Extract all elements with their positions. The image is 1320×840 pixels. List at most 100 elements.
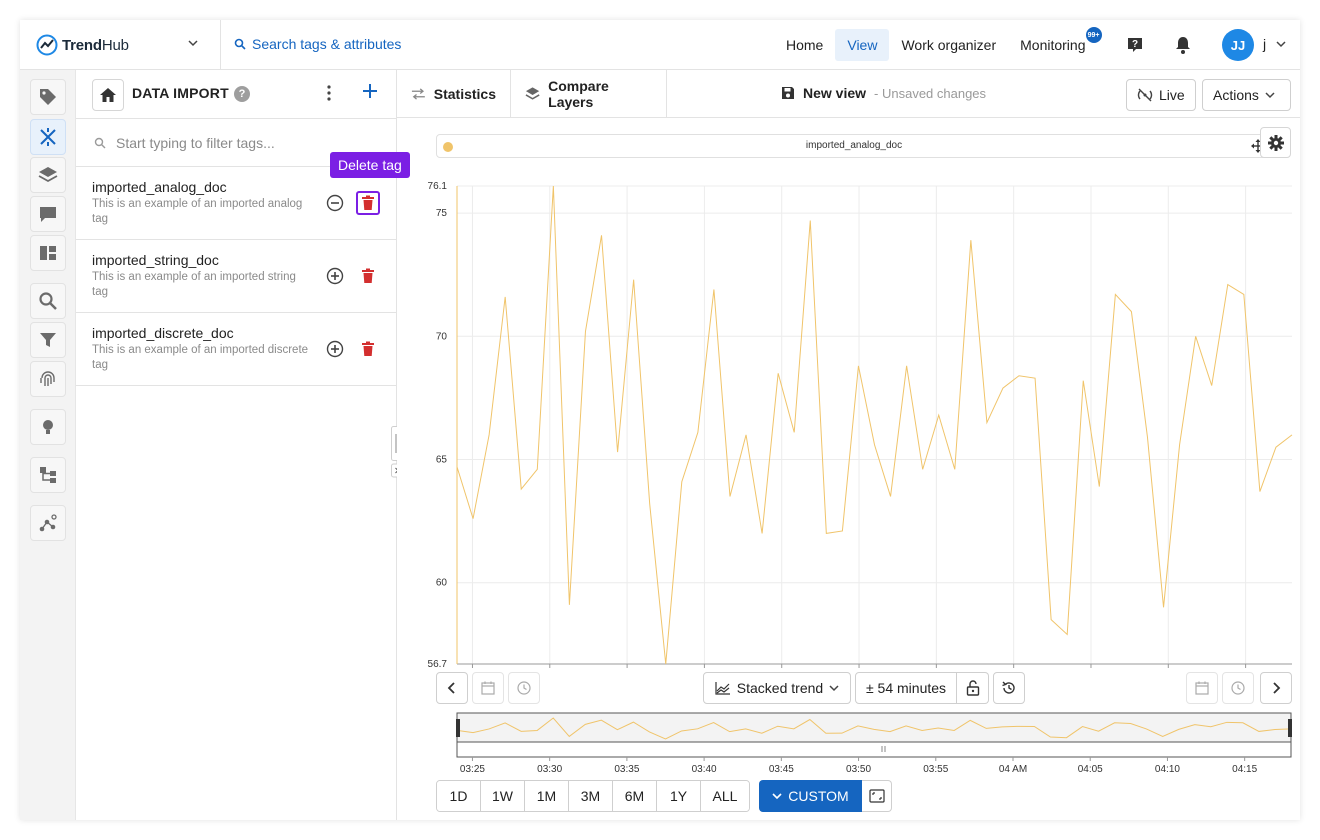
rail-dashboards-button[interactable] bbox=[30, 235, 66, 271]
home-button[interactable] bbox=[92, 79, 124, 111]
rail-tags-button[interactable] bbox=[30, 79, 66, 115]
trash-icon bbox=[362, 268, 374, 283]
delete-tag-button[interactable] bbox=[356, 264, 380, 288]
remove-from-view-icon[interactable] bbox=[326, 194, 344, 212]
custom-range-button[interactable]: CUSTOM bbox=[759, 780, 862, 812]
y-tick-label: 75 bbox=[436, 208, 448, 219]
rail-fingerprint-button[interactable] bbox=[30, 361, 66, 397]
data-point bbox=[1146, 436, 1148, 438]
pan-left-button[interactable] bbox=[436, 672, 468, 704]
add-to-view-icon[interactable] bbox=[326, 267, 344, 285]
search-tags-link[interactable]: Search tags & attributes bbox=[234, 36, 401, 52]
tag-row[interactable]: imported_string_doc This is an example o… bbox=[76, 240, 396, 313]
add-to-view-icon[interactable] bbox=[326, 340, 344, 358]
data-point bbox=[793, 431, 795, 433]
tag-row[interactable]: imported_analog_doc This is an example o… bbox=[76, 167, 396, 240]
lock-window-button[interactable] bbox=[957, 672, 989, 704]
data-point bbox=[504, 296, 506, 298]
y-tick-label: 65 bbox=[436, 454, 448, 465]
data-point bbox=[938, 414, 940, 416]
data-point bbox=[536, 468, 538, 470]
end-time-button[interactable] bbox=[1222, 672, 1254, 704]
data-point bbox=[488, 434, 490, 436]
stacked-trend-icon bbox=[715, 682, 730, 695]
data-point bbox=[857, 365, 859, 367]
app-window: TrendHub Search tags & attributes Home V… bbox=[20, 20, 1300, 820]
tag-name: imported_analog_doc bbox=[92, 179, 227, 195]
help-icon[interactable]: ? bbox=[1125, 35, 1145, 55]
rail-graph-button[interactable] bbox=[30, 505, 66, 541]
range-1m[interactable]: 1M bbox=[525, 781, 569, 811]
add-tag-icon[interactable] bbox=[362, 81, 378, 103]
rail-tools-button[interactable] bbox=[30, 119, 66, 155]
fit-range-button[interactable] bbox=[862, 780, 892, 812]
live-button[interactable]: Live bbox=[1126, 79, 1196, 111]
nav-view[interactable]: View bbox=[835, 29, 890, 61]
chart-legend[interactable]: imported_analog_doc bbox=[436, 134, 1272, 158]
trend-chart[interactable]: 76.17570656056.703:2503:3003:3503:4003:4… bbox=[397, 150, 1300, 670]
data-point bbox=[954, 468, 956, 470]
chart-settings-button[interactable] bbox=[1260, 127, 1291, 158]
rail-hierarchy-button[interactable] bbox=[30, 457, 66, 493]
range-1d[interactable]: 1D bbox=[437, 781, 481, 811]
rail-comments-button[interactable] bbox=[30, 196, 66, 232]
range-all[interactable]: ALL bbox=[701, 781, 749, 811]
user-menu[interactable]: j bbox=[1263, 36, 1286, 52]
tab-compare-layers[interactable]: Compare Layers bbox=[511, 70, 667, 118]
user-avatar[interactable]: JJ bbox=[1222, 29, 1254, 61]
tag-row[interactable]: imported_discrete_doc This is an example… bbox=[76, 313, 396, 386]
range-1y[interactable]: 1Y bbox=[657, 781, 701, 811]
overview-navigator[interactable]: 03:25 03:30 03:35 03:40 03:45 03:50 03:55 04 AM… bbox=[397, 708, 1300, 778]
data-point bbox=[552, 185, 554, 187]
top-bar: TrendHub Search tags & attributes Home V… bbox=[20, 20, 1300, 70]
y-tick-label: 60 bbox=[436, 578, 448, 589]
tab-statistics[interactable]: Statistics bbox=[397, 70, 511, 118]
start-time-button[interactable] bbox=[508, 672, 540, 704]
history-button[interactable] bbox=[993, 672, 1025, 704]
data-point bbox=[1066, 633, 1068, 635]
panel-menu-icon[interactable] bbox=[326, 84, 332, 107]
rail-filter-button[interactable] bbox=[30, 322, 66, 358]
save-icon[interactable] bbox=[781, 86, 795, 100]
panel-help-icon[interactable]: ? bbox=[234, 86, 250, 102]
app-switcher-chevron-icon[interactable] bbox=[188, 36, 198, 51]
range-6m[interactable]: 6M bbox=[613, 781, 657, 811]
rail-insights-button[interactable] bbox=[30, 409, 66, 445]
bell-icon[interactable] bbox=[1173, 35, 1193, 55]
data-point bbox=[1002, 387, 1004, 389]
time-window-field[interactable]: ± 54 minutes bbox=[855, 672, 957, 704]
nav-work-organizer[interactable]: Work organizer bbox=[901, 37, 997, 53]
live-label: Live bbox=[1159, 87, 1185, 103]
brand-rest: Hub bbox=[101, 36, 129, 54]
delete-tag-button[interactable] bbox=[356, 191, 380, 215]
data-point bbox=[1082, 379, 1084, 381]
nav-home[interactable]: Home bbox=[786, 37, 824, 53]
trend-mode-dropdown[interactable]: Stacked trend bbox=[703, 672, 851, 704]
rail-search-button[interactable] bbox=[30, 283, 66, 319]
pan-right-button[interactable] bbox=[1260, 672, 1292, 704]
app-logo[interactable]: TrendHub bbox=[36, 33, 129, 57]
data-point bbox=[1211, 384, 1213, 386]
chevron-left-icon bbox=[447, 682, 455, 694]
trend-logo-icon bbox=[36, 34, 58, 56]
legend-series-label: imported_analog_doc bbox=[805, 140, 903, 151]
user-name: j bbox=[1263, 36, 1267, 52]
data-point bbox=[456, 466, 458, 468]
range-3m[interactable]: 3M bbox=[569, 781, 613, 811]
chevron-down-icon bbox=[1265, 92, 1275, 99]
nav-monitoring[interactable]: Monitoring 99+ bbox=[1008, 27, 1102, 61]
data-point bbox=[970, 239, 972, 241]
filter-icon bbox=[40, 333, 56, 347]
data-point bbox=[1275, 446, 1277, 448]
end-date-button[interactable] bbox=[1186, 672, 1218, 704]
live-off-icon bbox=[1137, 88, 1153, 102]
delete-tag-button[interactable] bbox=[356, 337, 380, 361]
range-selector: 1D 1W 1M 3M 6M 1Y ALL bbox=[436, 780, 750, 812]
navigator-tick-label: 03:35 bbox=[614, 764, 639, 775]
view-name[interactable]: New view bbox=[803, 85, 867, 101]
tab-compare-layers-label: Compare Layers bbox=[548, 78, 609, 110]
actions-button[interactable]: Actions bbox=[1202, 79, 1291, 111]
start-date-button[interactable] bbox=[472, 672, 504, 704]
range-1w[interactable]: 1W bbox=[481, 781, 525, 811]
rail-layers-button[interactable] bbox=[30, 157, 66, 193]
